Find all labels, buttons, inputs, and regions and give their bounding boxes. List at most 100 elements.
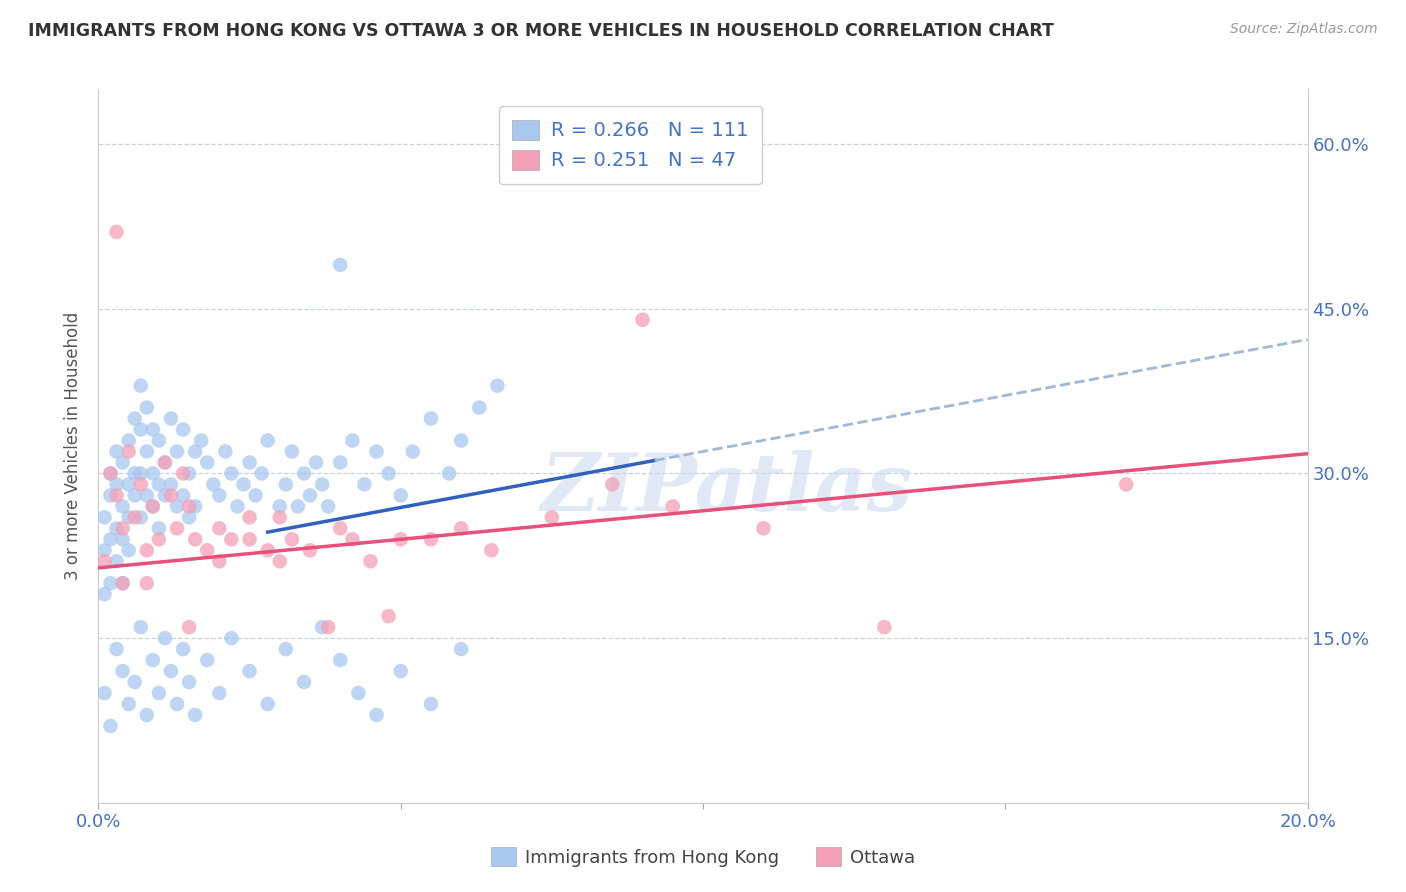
Point [208,521,231,535]
Point [239,510,262,524]
Point [377,609,399,624]
Point [166,500,188,514]
Point [239,664,262,678]
Point [329,653,352,667]
Point [179,675,201,690]
Point [347,686,370,700]
Point [111,576,134,591]
Point [124,467,146,481]
Point [299,488,322,502]
Point [287,500,309,514]
Point [142,653,165,667]
Point [366,708,388,723]
Point [1115,477,1137,491]
Point [142,423,165,437]
Point [148,434,170,448]
Point [124,510,146,524]
Point [111,533,134,547]
Text: IMMIGRANTS FROM HONG KONG VS OTTAWA 3 OR MORE VEHICLES IN HOUSEHOLD CORRELATION : IMMIGRANTS FROM HONG KONG VS OTTAWA 3 OR… [28,22,1054,40]
Point [93,543,115,558]
Point [269,554,291,568]
Point [208,686,231,700]
Point [329,521,352,535]
Point [292,467,315,481]
Point [468,401,491,415]
Point [481,543,503,558]
Point [245,488,267,502]
Point [329,258,352,272]
Point [135,543,157,558]
Point [160,664,183,678]
Point [148,686,170,700]
Point [208,488,231,502]
Point [873,620,896,634]
Point [172,423,194,437]
Point [540,510,562,524]
Point [420,697,443,711]
Point [118,510,141,524]
Point [129,423,152,437]
Point [221,467,243,481]
Point [124,675,146,690]
Point [118,697,141,711]
Y-axis label: 3 or more Vehicles in Household: 3 or more Vehicles in Household [65,312,83,580]
Point [239,533,262,547]
Point [221,631,243,645]
Point [124,488,146,502]
Point [486,378,509,392]
Point [450,521,472,535]
Point [179,510,201,524]
Point [135,708,157,723]
Point [269,510,291,524]
Point [389,488,412,502]
Point [316,620,339,634]
Point [316,500,339,514]
Point [111,500,134,514]
Point [135,488,157,502]
Text: Source: ZipAtlas.com: Source: ZipAtlas.com [1230,22,1378,37]
Point [148,533,170,547]
Point [226,500,249,514]
Point [281,444,304,458]
Point [148,521,170,535]
Point [105,444,128,458]
Point [100,719,122,733]
Point [100,467,122,481]
Point [111,576,134,591]
Legend: R = 0.266   N = 111, R = 0.251   N = 47: R = 0.266 N = 111, R = 0.251 N = 47 [499,106,762,184]
Point [631,312,654,326]
Point [342,434,364,448]
Point [256,697,278,711]
Point [153,455,176,469]
Point [135,401,157,415]
Point [160,477,183,491]
Point [118,444,141,458]
Point [353,477,375,491]
Point [111,664,134,678]
Point [100,488,122,502]
Point [420,533,443,547]
Point [118,543,141,558]
Point [389,533,412,547]
Point [377,467,399,481]
Text: ZIPatlas: ZIPatlas [541,450,914,527]
Point [124,411,146,425]
Point [195,455,218,469]
Point [450,434,472,448]
Point [160,488,183,502]
Point [269,500,291,514]
Point [129,477,152,491]
Point [256,543,278,558]
Point [105,521,128,535]
Point [105,554,128,568]
Point [299,543,322,558]
Point [329,455,352,469]
Point [172,642,194,657]
Point [93,510,115,524]
Point [305,455,328,469]
Point [129,620,152,634]
Point [281,533,304,547]
Point [153,488,176,502]
Point [190,434,212,448]
Point [179,620,201,634]
